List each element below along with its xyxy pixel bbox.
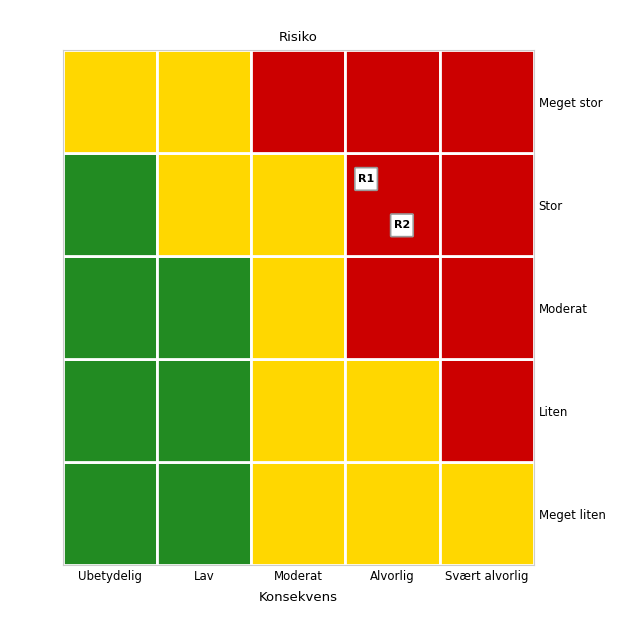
Text: R1: R1	[358, 174, 374, 184]
Bar	[440, 153, 534, 256]
Bar	[251, 50, 345, 153]
Bar	[345, 153, 440, 256]
Bar	[251, 256, 345, 359]
Bar	[157, 256, 251, 359]
Bar	[345, 50, 440, 153]
Bar	[157, 462, 251, 565]
Bar	[63, 256, 157, 359]
X-axis label: Konsekvens: Konsekvens	[259, 592, 338, 604]
Bar	[251, 359, 345, 462]
Bar	[440, 256, 534, 359]
Title: Risiko: Risiko	[279, 31, 318, 43]
Bar	[440, 50, 534, 153]
Bar	[440, 359, 534, 462]
Bar	[251, 462, 345, 565]
Bar	[157, 359, 251, 462]
Bar	[63, 50, 157, 153]
Bar	[251, 153, 345, 256]
Bar	[63, 359, 157, 462]
Bar	[440, 462, 534, 565]
Bar	[63, 462, 157, 565]
Bar	[157, 153, 251, 256]
Bar	[345, 359, 440, 462]
Bar	[345, 256, 440, 359]
Bar	[63, 153, 157, 256]
FancyBboxPatch shape	[355, 168, 377, 190]
Bar	[157, 50, 251, 153]
FancyBboxPatch shape	[391, 214, 413, 237]
Text: R2: R2	[394, 220, 410, 230]
Bar	[345, 462, 440, 565]
